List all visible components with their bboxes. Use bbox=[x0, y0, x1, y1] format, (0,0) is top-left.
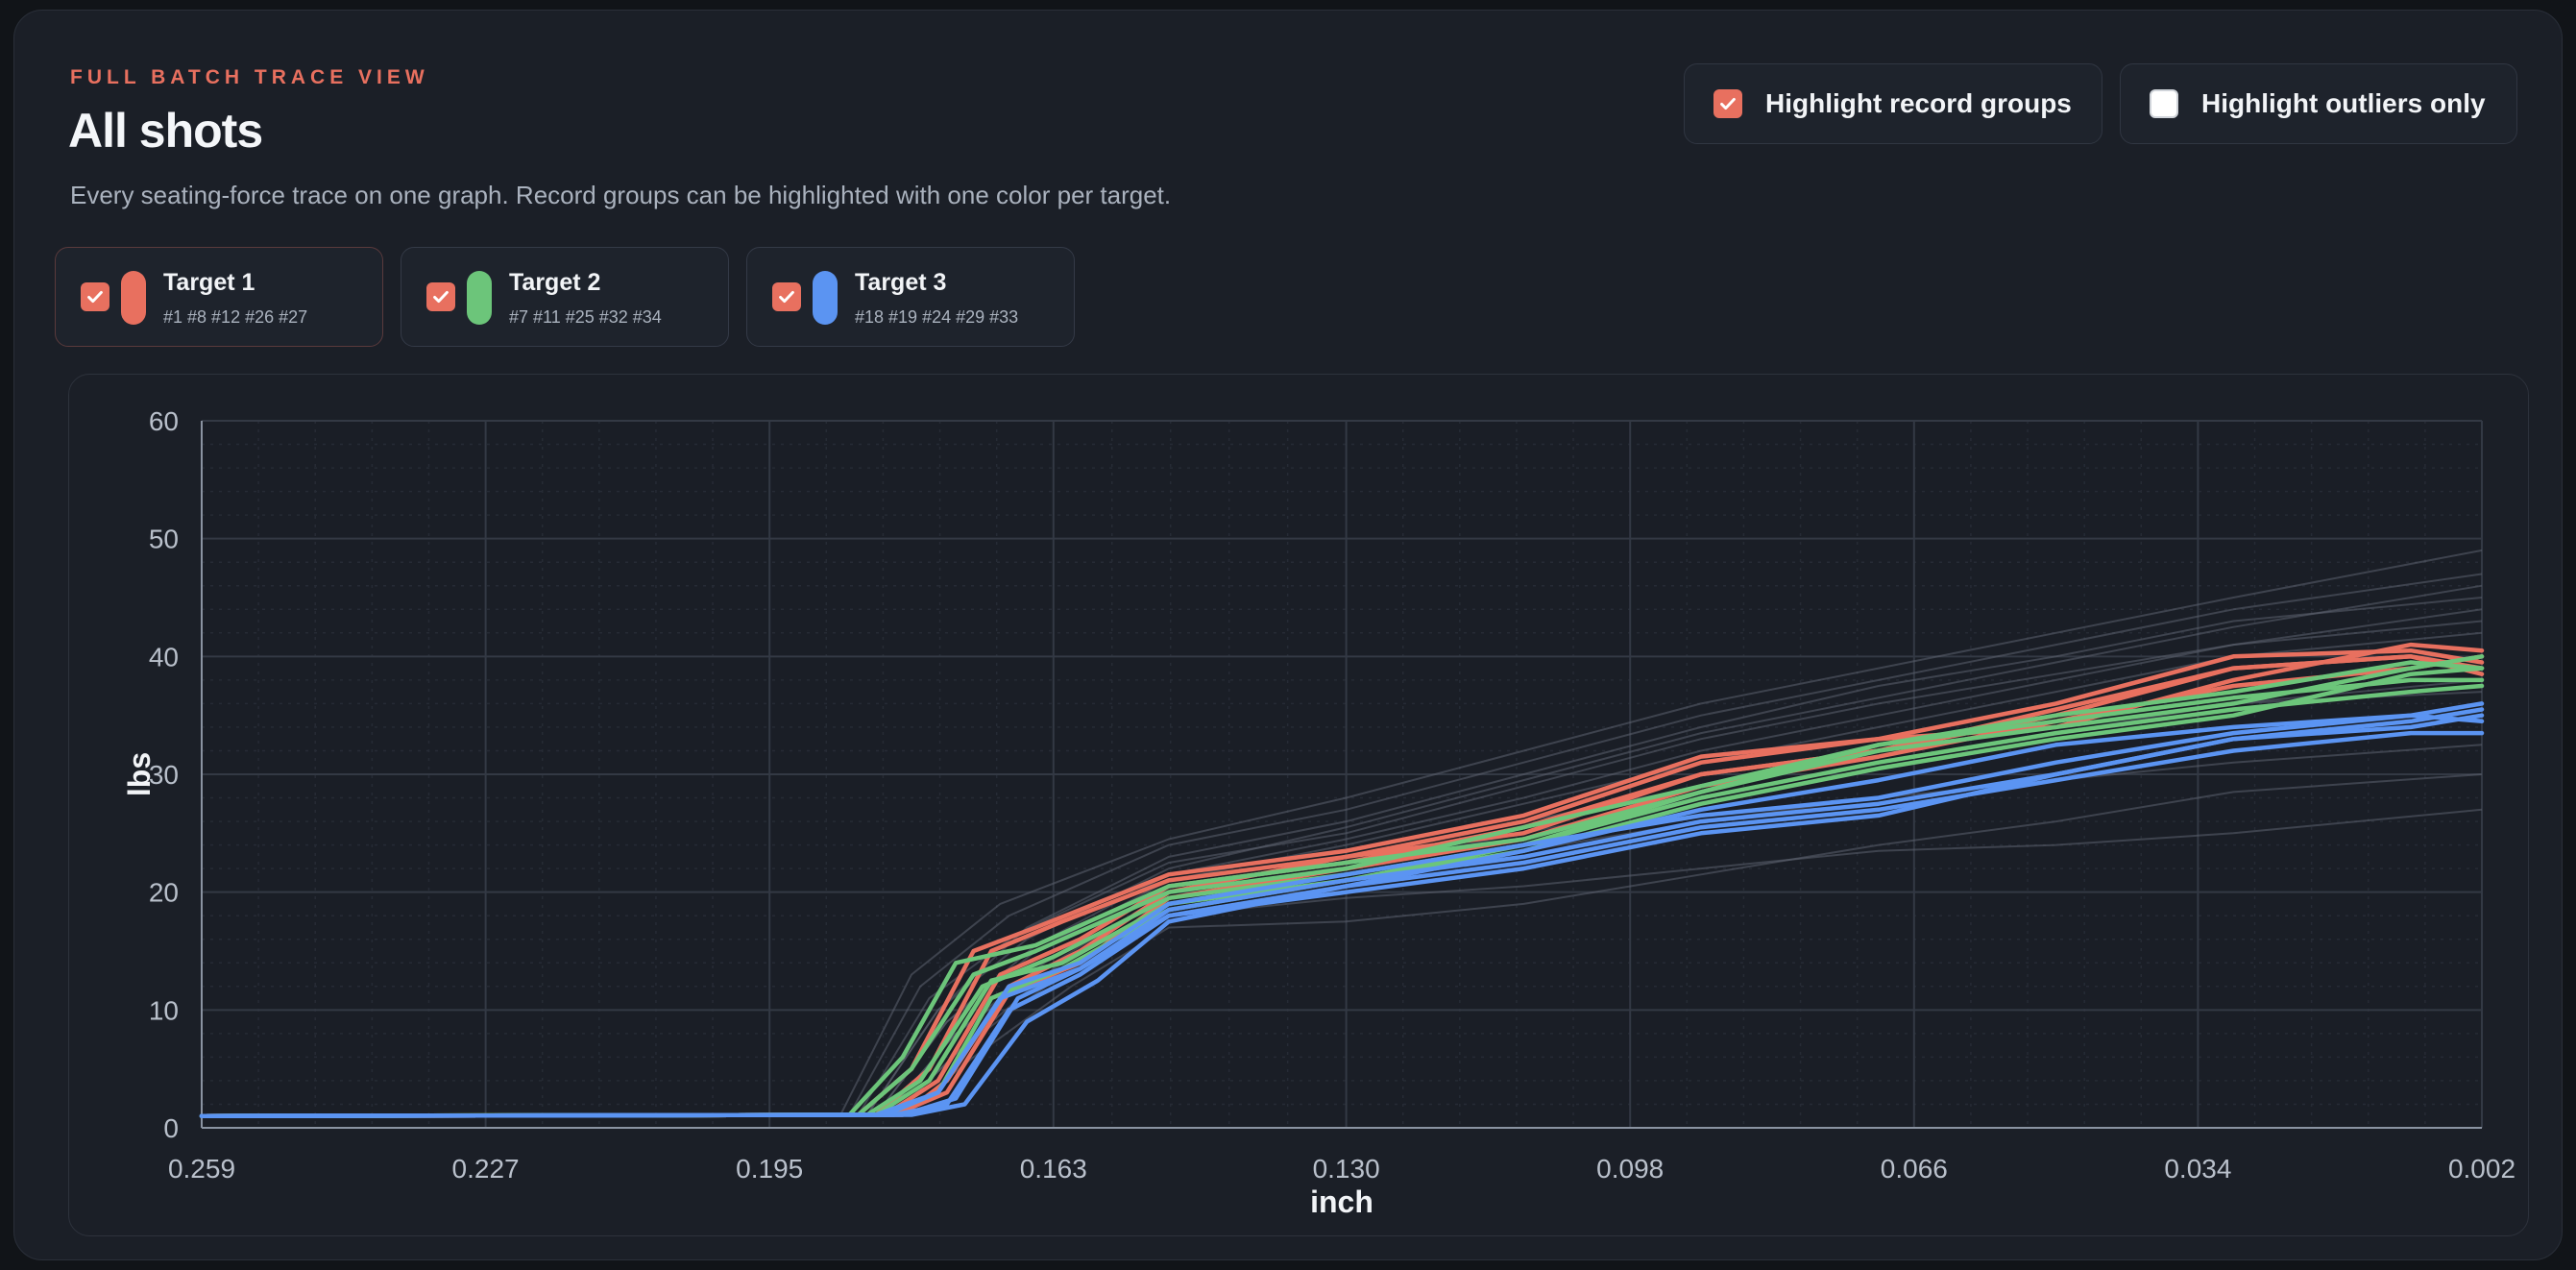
highlighted-trace bbox=[199, 701, 2485, 1118]
highlighted-trace bbox=[199, 660, 2485, 1118]
checkbox-checked-icon[interactable] bbox=[426, 282, 455, 311]
background-trace bbox=[201, 573, 2483, 1117]
target-3-filter[interactable]: Target 3 #18 #19 #24 #29 #33 bbox=[746, 247, 1075, 347]
checkbox-unchecked-icon[interactable] bbox=[2150, 89, 2178, 118]
x-tick-label: 0.098 bbox=[1596, 1154, 1664, 1184]
target-1-filter[interactable]: Target 1 #1 #8 #12 #26 #27 bbox=[55, 247, 383, 347]
checkbox-checked-icon[interactable] bbox=[1713, 89, 1742, 118]
highlighted-trace bbox=[199, 713, 2485, 1118]
target-shot-list: #7 #11 #25 #32 #34 bbox=[509, 307, 662, 327]
batch-trace-panel: FULL BATCH TRACE VIEW All shots Every se… bbox=[13, 10, 2563, 1260]
target-3-color-swatch bbox=[813, 271, 838, 325]
target-2-color-swatch bbox=[467, 271, 492, 325]
highlight-outliers-toggle[interactable]: Highlight outliers only bbox=[2120, 63, 2517, 144]
target-shot-list: #18 #19 #24 #29 #33 bbox=[855, 307, 1019, 327]
target-1-color-swatch bbox=[121, 271, 146, 325]
trace-chart: 0.259 0.227 0.195 0.163 0.130 0.098 0.066 0.034… bbox=[122, 406, 2515, 1219]
highlighted-trace bbox=[199, 713, 2485, 1118]
page-subtitle: Every seating-force trace on one graph. … bbox=[70, 181, 1172, 209]
chart-card: 0.259 0.227 0.195 0.163 0.130 0.098 0.066 0.034… bbox=[68, 374, 2529, 1236]
highlighted-trace bbox=[199, 677, 2485, 1118]
page-title: All shots bbox=[68, 104, 263, 158]
x-tick-label: 0.227 bbox=[452, 1154, 520, 1184]
background-trace bbox=[201, 549, 2483, 1117]
toggle-label: Highlight record groups bbox=[1765, 88, 2072, 118]
checkbox-checked-icon[interactable] bbox=[81, 282, 109, 311]
y-tick-label: 50 bbox=[149, 525, 179, 554]
y-tick-label: 0 bbox=[163, 1113, 179, 1143]
background-trace bbox=[201, 608, 2483, 1117]
section-eyebrow: FULL BATCH TRACE VIEW bbox=[70, 66, 429, 88]
toggle-label: Highlight outliers only bbox=[2201, 88, 2486, 118]
y-tick-label: 30 bbox=[149, 760, 179, 790]
x-axis-label: inch bbox=[1310, 1185, 1373, 1219]
target-2-filter[interactable]: Target 2 #7 #11 #25 #32 #34 bbox=[401, 247, 729, 347]
x-tick-label: 0.130 bbox=[1313, 1154, 1380, 1184]
target-name: Target 3 bbox=[855, 269, 947, 296]
y-tick-label: 10 bbox=[149, 995, 179, 1025]
highlight-record-groups-toggle[interactable]: Highlight record groups bbox=[1684, 63, 2102, 144]
background-trace bbox=[201, 620, 2483, 1117]
target-name: Target 2 bbox=[509, 269, 601, 296]
target-name: Target 1 bbox=[163, 269, 255, 296]
highlighted-trace bbox=[199, 654, 2485, 1118]
x-tick-label: 0.002 bbox=[2448, 1154, 2515, 1184]
x-tick-label: 0.195 bbox=[736, 1154, 803, 1184]
checkbox-checked-icon[interactable] bbox=[772, 282, 801, 311]
highlighted-trace bbox=[199, 666, 2485, 1118]
x-tick-label: 0.034 bbox=[2164, 1154, 2231, 1184]
target-shot-list: #1 #8 #12 #26 #27 bbox=[163, 307, 308, 327]
y-tick-label: 40 bbox=[149, 642, 179, 672]
x-tick-label: 0.163 bbox=[1020, 1154, 1087, 1184]
highlighted-trace bbox=[199, 730, 2485, 1118]
y-axis-label: lbs bbox=[122, 752, 157, 796]
y-tick-label: 60 bbox=[149, 406, 179, 436]
x-tick-label: 0.259 bbox=[168, 1154, 235, 1184]
y-tick-label: 20 bbox=[149, 878, 179, 908]
background-trace bbox=[201, 584, 2483, 1117]
x-tick-label: 0.066 bbox=[1881, 1154, 1948, 1184]
